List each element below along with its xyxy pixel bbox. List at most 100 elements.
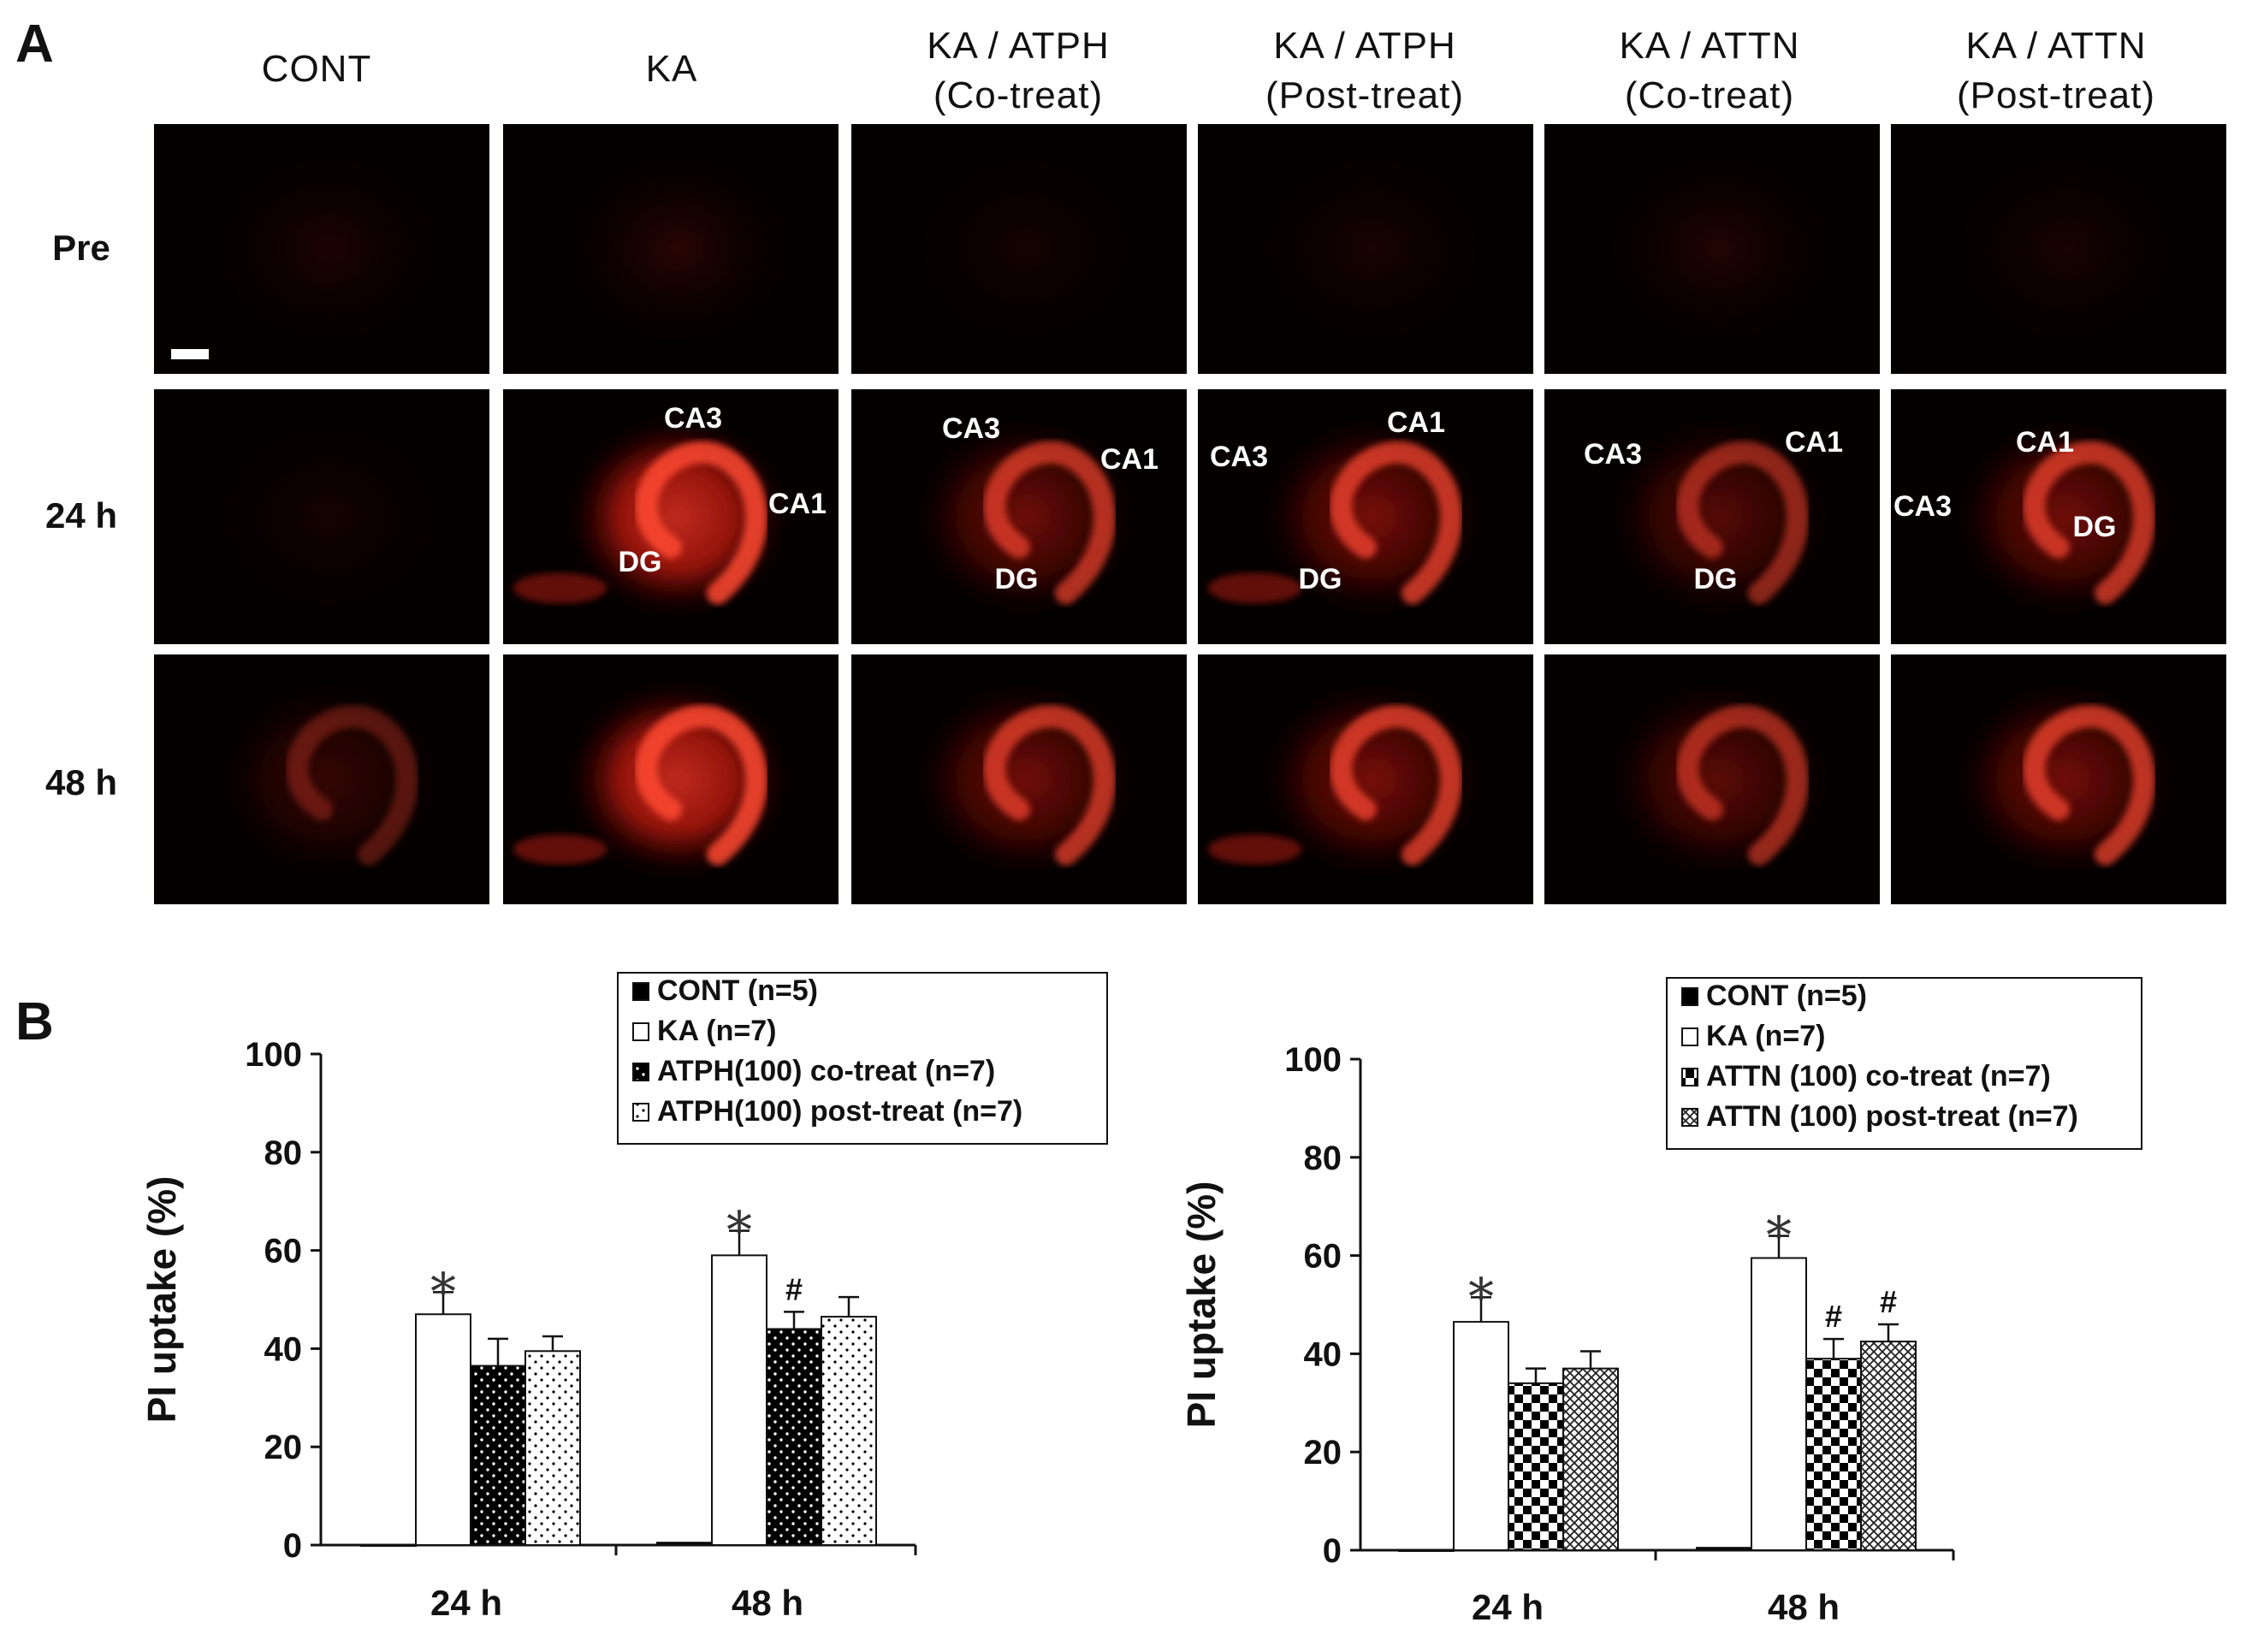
x-category-label: 48 h xyxy=(732,1583,803,1623)
legend-entry-3: ATTN (100) post-treat (n=7) xyxy=(1706,1100,2078,1133)
micrograph-48h-col3 xyxy=(1198,654,1533,904)
significance-hash: # xyxy=(785,1271,803,1306)
column-header-4-line2: (Co-treat) xyxy=(1625,74,1794,116)
legend-entry-0: CONT (n=5) xyxy=(657,974,818,1007)
micrograph-24h-col0 xyxy=(154,389,489,644)
bar-1-1 xyxy=(1751,1257,1807,1551)
region-label-ca1-col3: CA1 xyxy=(1387,406,1445,439)
micrograph-48h-col0 xyxy=(154,654,489,904)
micrograph-48h-col2 xyxy=(851,654,1187,904)
legend: CONT (n=5) KA (n=7) ATTN (100) co-treat (n… xyxy=(1666,977,2142,1150)
micrograph-Pre-col2 xyxy=(851,124,1187,374)
column-header-3-line1: KA / ATPH xyxy=(1273,25,1456,67)
significance-star: * xyxy=(1468,1267,1494,1327)
significance-star: * xyxy=(430,1262,456,1322)
legend-entry-1: KA (n=7) xyxy=(1706,1020,1825,1052)
significance-hash: # xyxy=(1825,1299,1842,1334)
bar-2-0 xyxy=(470,1365,526,1546)
bar-3-0 xyxy=(524,1350,581,1547)
legend-entry-1: KA (n=7) xyxy=(657,1015,776,1047)
region-label-dg-col3: DG xyxy=(1299,563,1342,595)
x-category-label: 24 h xyxy=(430,1583,502,1623)
row-label-2: 48 h xyxy=(45,762,117,802)
region-label-dg-col2: DG xyxy=(995,563,1039,595)
micrograph-Pre-col4 xyxy=(1544,124,1880,374)
significance-hash: # xyxy=(1880,1284,1897,1319)
panel-a-letter: A xyxy=(15,15,54,74)
significance-star: * xyxy=(726,1201,752,1261)
region-label-ca3-col5: CA3 xyxy=(1893,490,1952,523)
micrograph-Pre-col5 xyxy=(1891,124,2226,374)
y-tick-label: 40 xyxy=(1304,1335,1342,1373)
column-headers: CONT KA KA / ATPH (Co-treat) KA / ATPH (Post-… xyxy=(262,25,2155,116)
legend-entry-2: ATPH(100) co-treat (n=7) xyxy=(657,1055,995,1087)
micrograph-24h-col1: CA3 CA1 DG xyxy=(503,389,839,644)
y-tick-label: 20 xyxy=(264,1429,303,1466)
x-category-label: 24 h xyxy=(1472,1587,1544,1627)
micrograph-48h-col4 xyxy=(1544,654,1880,904)
column-header-5-line1: KA / ATTN xyxy=(1965,25,2146,67)
legend-entry-0: CONT (n=5) xyxy=(1706,980,1867,1012)
bar-0-1 xyxy=(1696,1547,1752,1552)
panel-b-letter: B xyxy=(15,992,54,1051)
bar-1-1 xyxy=(711,1254,767,1546)
bar-2-1 xyxy=(766,1328,822,1546)
region-label-dg-col1: DG xyxy=(619,546,662,578)
micrograph-24h-col3: CA3 CA1 DG xyxy=(1198,389,1533,644)
column-header-1: KA xyxy=(646,48,698,90)
legend-swatch-1 xyxy=(632,1022,649,1041)
bar-2-1 xyxy=(1805,1358,1862,1552)
micrograph-48h-col5 xyxy=(1891,654,2226,904)
y-tick-label: 60 xyxy=(264,1233,303,1270)
bar-0-0 xyxy=(1398,1549,1455,1552)
micrograph-grid: CA3 CA1 DG CA3 CA1 DG CA3 CA1 DG CA3 CA1 DG CA3 CA1 DG xyxy=(154,124,2226,904)
legend-entry-2: ATTN (100) co-treat (n=7) xyxy=(1706,1060,2051,1092)
significance-star: * xyxy=(1766,1206,1792,1266)
legend-swatch-2 xyxy=(632,1063,649,1081)
x-category-label: 48 h xyxy=(1768,1587,1840,1627)
region-label-ca3-col3: CA3 xyxy=(1210,441,1268,473)
legend-swatch-1 xyxy=(1681,1027,1698,1046)
region-label-dg-col4: DG xyxy=(1694,563,1738,595)
region-label-dg-col5: DG xyxy=(2073,511,2117,543)
column-header-5-line2: (Post-treat) xyxy=(1957,74,2155,116)
micrograph-48h-col1 xyxy=(503,654,839,904)
y-tick-label: 100 xyxy=(245,1036,302,1074)
legend-swatch-3 xyxy=(1681,1108,1698,1127)
y-tick-label: 80 xyxy=(264,1134,303,1172)
micrograph-24h-col5: CA3 CA1 DG xyxy=(1891,389,2226,644)
chart-atph: CONT (n=5) KA (n=7) ATPH(100) co-treat (n=… xyxy=(139,972,1108,1623)
bar-3-0 xyxy=(1562,1367,1619,1551)
micrograph-Pre-col3 xyxy=(1198,124,1533,374)
y-axis-label: PI uptake (%) xyxy=(139,1176,184,1424)
legend-swatch-0 xyxy=(1681,987,1698,1006)
legend-entry-3: ATPH(100) post-treat (n=7) xyxy=(657,1095,1022,1128)
y-tick-label: 40 xyxy=(264,1330,303,1368)
region-label-ca3-col2: CA3 xyxy=(942,412,1000,445)
y-tick-label: 100 xyxy=(1284,1041,1342,1079)
legend: CONT (n=5) KA (n=7) ATPH(100) co-treat (n=… xyxy=(617,972,1108,1145)
chart-attn: CONT (n=5) KA (n=7) ATTN (100) co-treat (n… xyxy=(1179,977,2142,1627)
legend-swatch-0 xyxy=(632,982,649,1001)
bar-0-0 xyxy=(360,1544,417,1547)
region-label-ca3-col4: CA3 xyxy=(1584,438,1642,471)
scale-bar xyxy=(171,349,209,359)
column-header-4-line1: KA / ATTN xyxy=(1619,25,1799,67)
micrograph-24h-col2: CA3 CA1 DG xyxy=(851,389,1187,644)
row-label-1: 24 h xyxy=(45,495,117,536)
y-tick-label: 80 xyxy=(1304,1140,1342,1177)
region-label-ca1-col4: CA1 xyxy=(1785,426,1843,459)
region-label-ca1-col1: CA1 xyxy=(768,488,827,520)
bar-1-0 xyxy=(415,1313,471,1546)
bar-3-1 xyxy=(821,1316,877,1546)
column-header-3-line2: (Post-treat) xyxy=(1265,74,1464,116)
column-header-0: CONT xyxy=(262,48,372,90)
micrograph-Pre-col1 xyxy=(503,124,839,374)
region-label-ca3-col1: CA3 xyxy=(664,402,722,435)
y-tick-label: 20 xyxy=(1304,1434,1342,1471)
region-label-ca1-col2: CA1 xyxy=(1100,443,1159,476)
legend-swatch-2 xyxy=(1681,1068,1698,1087)
y-axis-label: PI uptake (%) xyxy=(1179,1181,1224,1429)
region-label-ca1-col5: CA1 xyxy=(2016,426,2074,459)
